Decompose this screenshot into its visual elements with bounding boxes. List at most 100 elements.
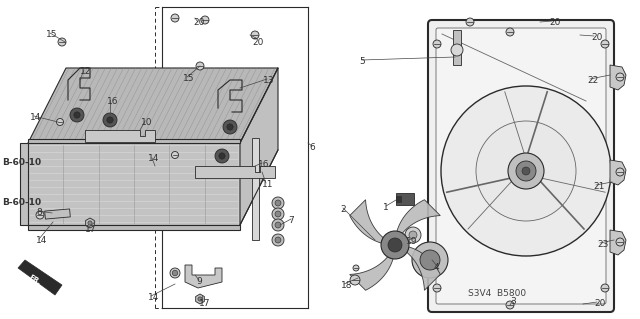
Circle shape	[601, 284, 609, 292]
Circle shape	[58, 38, 66, 46]
Text: 17: 17	[199, 299, 211, 308]
Text: 15: 15	[183, 74, 195, 83]
Circle shape	[201, 16, 209, 24]
Polygon shape	[610, 230, 626, 255]
Text: 3: 3	[510, 297, 516, 306]
Bar	[45, 209, 70, 219]
Circle shape	[441, 86, 611, 256]
Text: 10: 10	[141, 118, 152, 127]
Circle shape	[275, 222, 281, 228]
Bar	[252, 138, 259, 240]
Text: 2: 2	[340, 205, 346, 214]
Circle shape	[107, 117, 113, 123]
Circle shape	[227, 124, 233, 130]
Text: 20: 20	[252, 38, 264, 47]
Polygon shape	[240, 68, 278, 225]
Text: 17: 17	[85, 225, 97, 234]
Circle shape	[170, 268, 180, 278]
Circle shape	[223, 120, 237, 134]
Circle shape	[412, 242, 448, 278]
Text: 13: 13	[263, 76, 275, 85]
Text: FR.: FR.	[28, 274, 42, 286]
Text: 6: 6	[309, 143, 315, 152]
Text: 4: 4	[434, 263, 440, 272]
Circle shape	[476, 121, 576, 221]
Circle shape	[433, 40, 441, 48]
Circle shape	[433, 284, 441, 292]
Circle shape	[275, 211, 281, 217]
Circle shape	[88, 221, 92, 225]
Circle shape	[272, 219, 284, 231]
Text: 18: 18	[341, 281, 353, 290]
Text: 16: 16	[258, 160, 269, 169]
Bar	[28, 139, 240, 143]
Circle shape	[616, 73, 624, 81]
FancyBboxPatch shape	[436, 28, 606, 304]
Circle shape	[172, 270, 178, 276]
Circle shape	[198, 297, 202, 301]
Circle shape	[272, 208, 284, 220]
Circle shape	[172, 152, 179, 159]
Circle shape	[275, 237, 281, 243]
Bar	[396, 196, 401, 202]
Circle shape	[405, 227, 421, 243]
Polygon shape	[86, 218, 94, 228]
Circle shape	[70, 108, 84, 122]
Text: 14: 14	[30, 113, 42, 122]
Circle shape	[36, 211, 44, 219]
Circle shape	[56, 118, 63, 125]
Polygon shape	[195, 166, 275, 178]
Circle shape	[219, 153, 225, 159]
Circle shape	[388, 238, 402, 252]
Circle shape	[353, 265, 359, 271]
Circle shape	[251, 31, 259, 39]
Polygon shape	[407, 247, 440, 290]
Text: 15: 15	[46, 30, 58, 39]
Text: 21: 21	[593, 182, 604, 191]
Circle shape	[381, 231, 409, 259]
Text: 1: 1	[383, 203, 388, 212]
Circle shape	[506, 28, 514, 36]
Bar	[28, 143, 240, 225]
Circle shape	[196, 62, 204, 70]
Text: 11: 11	[262, 180, 273, 189]
Text: 7: 7	[288, 216, 294, 225]
Circle shape	[508, 153, 544, 189]
Polygon shape	[196, 294, 204, 304]
Polygon shape	[85, 130, 155, 142]
Circle shape	[350, 275, 360, 285]
Text: S3V4  B5800: S3V4 B5800	[468, 289, 526, 298]
Text: 14: 14	[36, 236, 47, 245]
Circle shape	[409, 231, 417, 239]
Circle shape	[451, 44, 463, 56]
Circle shape	[103, 113, 117, 127]
Text: 20: 20	[193, 18, 204, 27]
Circle shape	[420, 250, 440, 270]
Polygon shape	[610, 160, 626, 185]
Text: 23: 23	[597, 240, 609, 249]
Circle shape	[215, 149, 229, 163]
Text: 12: 12	[80, 67, 92, 76]
Circle shape	[616, 168, 624, 176]
Text: 22: 22	[587, 76, 598, 85]
Circle shape	[466, 18, 474, 26]
Polygon shape	[349, 200, 383, 243]
Polygon shape	[28, 68, 278, 143]
Polygon shape	[18, 260, 62, 295]
Circle shape	[74, 112, 80, 118]
Polygon shape	[349, 257, 393, 290]
Text: B-60-10: B-60-10	[2, 158, 41, 167]
Text: 19: 19	[406, 237, 417, 246]
Circle shape	[171, 14, 179, 22]
Text: 20: 20	[594, 299, 605, 308]
Bar	[20, 143, 28, 225]
Circle shape	[516, 161, 536, 181]
Polygon shape	[185, 265, 222, 288]
FancyBboxPatch shape	[428, 20, 614, 312]
Text: 8: 8	[36, 208, 42, 217]
Circle shape	[275, 200, 281, 206]
Circle shape	[522, 167, 530, 175]
Text: B-60-10: B-60-10	[2, 198, 41, 207]
Text: 20: 20	[591, 33, 602, 42]
Text: 20: 20	[549, 18, 561, 27]
